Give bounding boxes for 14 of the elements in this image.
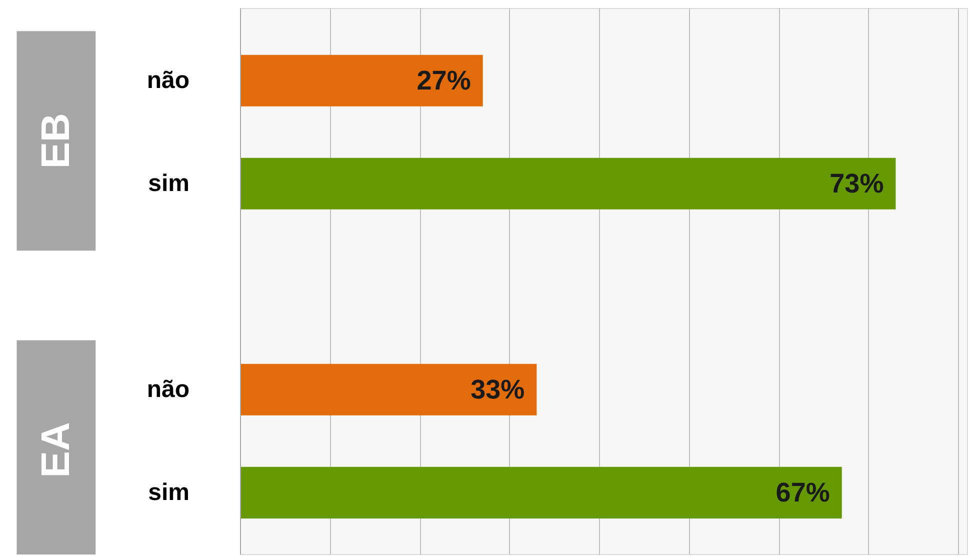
y-tick-label: não [146, 67, 190, 94]
bar [240, 54, 483, 106]
bar [240, 364, 537, 416]
data-label: 67% [776, 478, 830, 508]
data-label: 73% [830, 168, 884, 199]
bar [240, 158, 896, 210]
text: EB [34, 113, 78, 169]
bar [240, 466, 842, 518]
y-tick-label: sim [148, 170, 190, 198]
data-label: 33% [470, 374, 525, 405]
y-tick-label: não [146, 376, 190, 404]
y-tick-label: sim [148, 479, 190, 506]
data-label: 27% [416, 66, 471, 96]
text: EA [34, 422, 78, 478]
